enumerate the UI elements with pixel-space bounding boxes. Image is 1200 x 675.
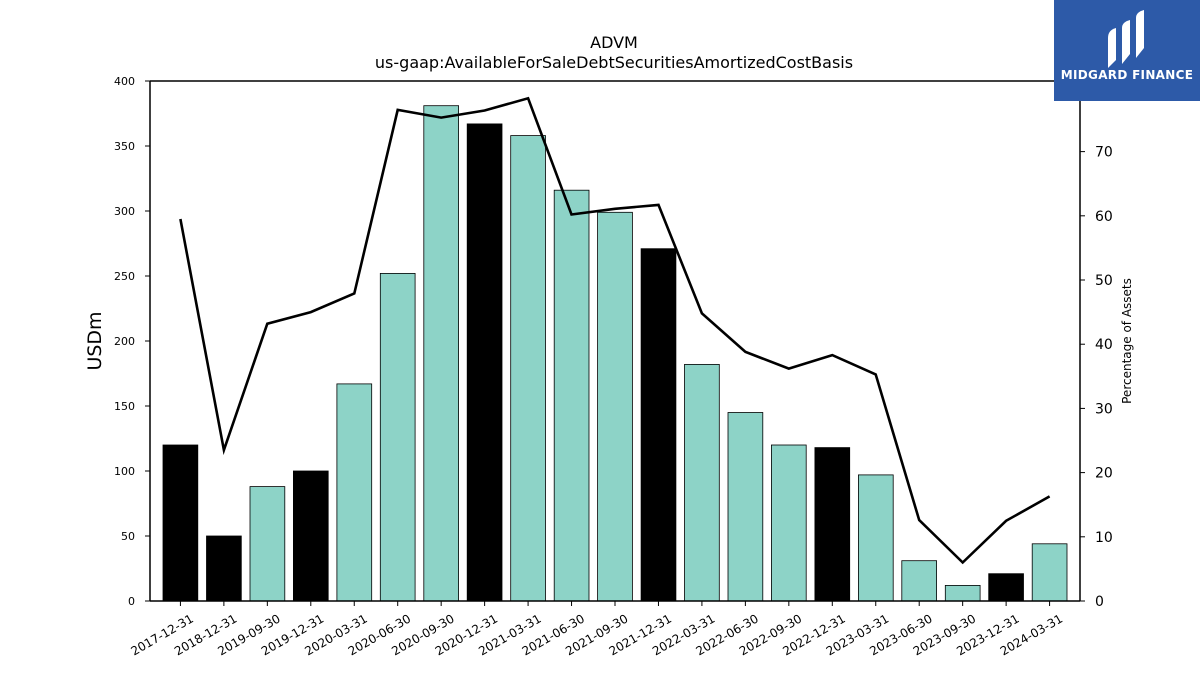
y2-tick-label: 0 <box>1095 594 1104 610</box>
y2-tick-label: 10 <box>1095 530 1113 546</box>
y-tick-label: 400 <box>114 75 135 88</box>
y-tick-label: 50 <box>121 530 135 543</box>
y-tick-label: 250 <box>114 270 135 283</box>
line-layer <box>179 96 1051 565</box>
bar-2023-03-31 <box>858 474 894 602</box>
y-tick-label: 300 <box>114 205 135 218</box>
bar-2021-06-30 <box>553 189 590 602</box>
brand-name: MIDGARD FINANCE <box>1060 68 1194 82</box>
bar-2020-03-31 <box>336 383 373 602</box>
bar-2022-06-30 <box>727 412 764 602</box>
y2-tick-label: 60 <box>1095 209 1113 225</box>
bar-2022-09-30 <box>771 444 807 602</box>
y-tick-label: 150 <box>114 400 135 413</box>
bar-2022-12-31 <box>814 447 851 602</box>
bar-2024-03-31 <box>1031 543 1068 602</box>
y-tick-label: 350 <box>114 140 135 153</box>
bar-2017-12-31 <box>162 444 199 602</box>
chart-title: ADVM <box>590 33 638 52</box>
y2-tick-label: 40 <box>1095 337 1113 353</box>
midgard-logo-icon <box>1108 10 1144 68</box>
y-tick-label: 100 <box>114 465 135 478</box>
y-axis-label: USDm <box>84 311 106 370</box>
bar-2023-06-30 <box>901 560 937 602</box>
y-tick-label: 200 <box>114 335 135 348</box>
bar-2021-12-31 <box>640 248 677 602</box>
y2-tick-label: 20 <box>1095 466 1113 482</box>
bar-2020-06-30 <box>379 272 416 602</box>
bar-2019-12-31 <box>292 470 329 602</box>
brand-logo: MIDGARD FINANCE <box>1054 0 1200 101</box>
bar-2022-03-31 <box>684 363 720 602</box>
bar-2020-12-31 <box>466 123 503 602</box>
bar-2023-12-31 <box>988 573 1024 602</box>
bar-2018-12-31 <box>206 535 242 602</box>
bar-2020-09-30 <box>423 105 459 602</box>
y2-axis-label: Percentage of Assets <box>1120 278 1134 404</box>
bar-2021-03-31 <box>510 135 546 602</box>
y2-tick-label: 70 <box>1095 145 1113 161</box>
bar-2023-09-30 <box>944 585 981 602</box>
bars-layer <box>162 105 1068 602</box>
series-line <box>179 96 1051 565</box>
chart-subtitle: us-gaap:AvailableForSaleDebtSecuritiesAm… <box>375 53 853 72</box>
y-tick-label: 0 <box>128 595 135 608</box>
y2-tick-label: 50 <box>1095 273 1113 289</box>
y2-tick-label: 30 <box>1095 401 1113 417</box>
bar-2021-09-30 <box>597 211 633 602</box>
bar-2019-09-30 <box>249 486 286 602</box>
